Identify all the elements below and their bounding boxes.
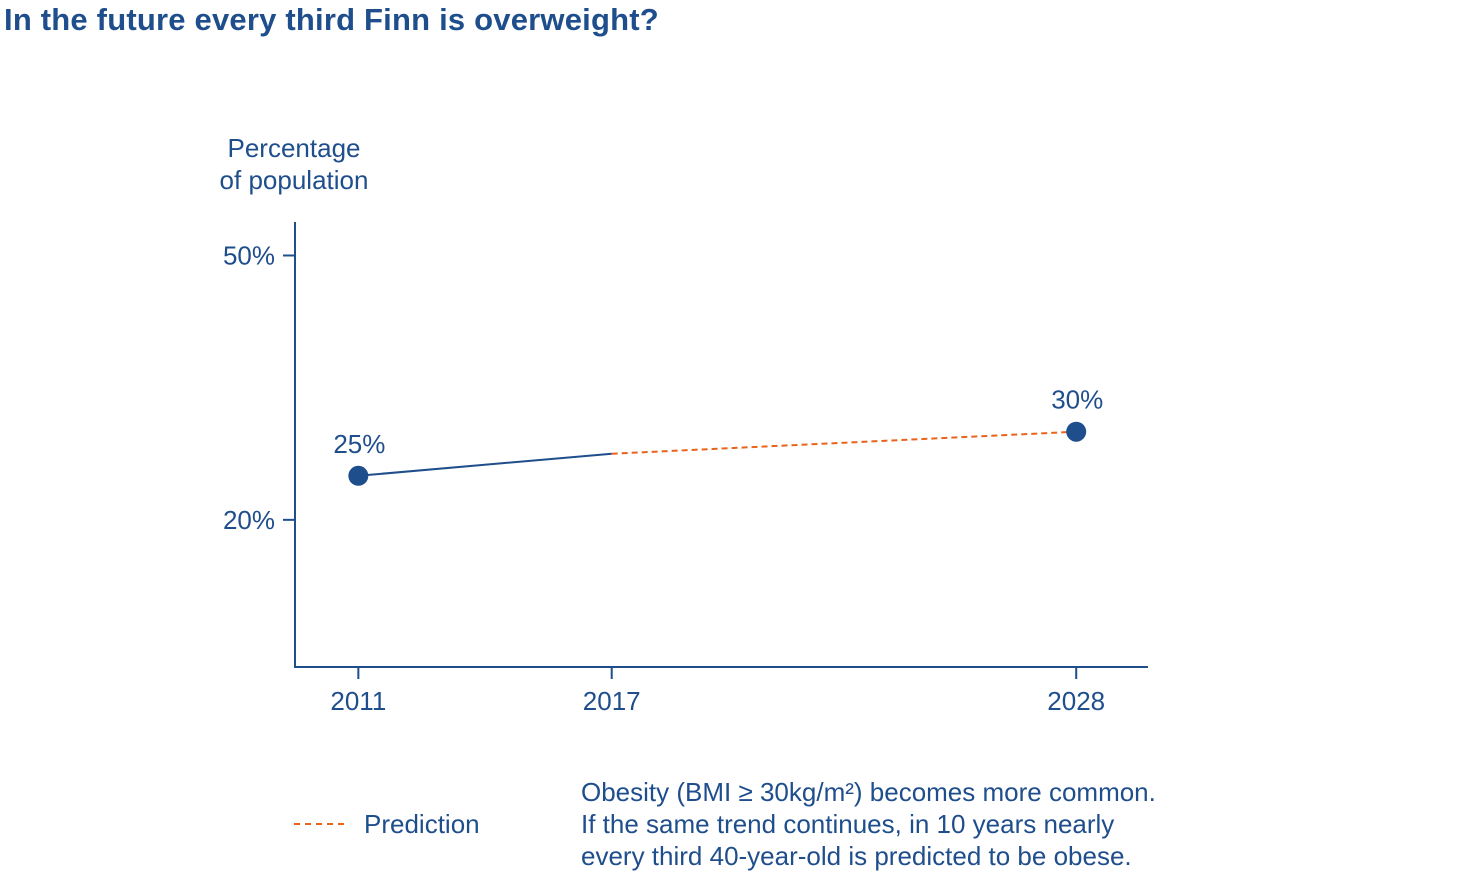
footnote-line-2: If the same trend continues, in 10 years… <box>581 809 1115 839</box>
data-point-2011 <box>348 465 369 486</box>
x-tick-label-2017: 2017 <box>583 686 641 716</box>
legend-prediction-label: Prediction <box>364 808 480 839</box>
legend-prediction-swatch <box>294 823 344 825</box>
prediction-line <box>611 430 1077 455</box>
chart-title: In the future every third Finn is overwe… <box>4 2 659 37</box>
y-axis-label-line-2: of population <box>219 165 369 195</box>
data-label-2028: 30% <box>1051 385 1103 415</box>
y-axis-label-line-1: Percentage <box>227 133 361 163</box>
footnote-line-3: every third 40-year-old is predicted to … <box>581 841 1132 871</box>
data-point-2028 <box>1066 421 1087 442</box>
x-tick-label-2011: 2011 <box>330 686 386 716</box>
observed-line <box>358 452 612 477</box>
y-tick-label-20: 20% <box>223 505 275 535</box>
footnote-line-1: Obesity (BMI ≥ 30kg/m²) becomes more com… <box>581 777 1156 807</box>
y-tick-label-50: 50% <box>223 240 275 270</box>
data-label-2011: 25% <box>333 429 385 459</box>
legend: Prediction <box>294 806 480 842</box>
x-tick-label-2028: 2028 <box>1047 686 1105 716</box>
y-axis-label: Percentage of population <box>196 132 392 196</box>
footnote: Obesity (BMI ≥ 30kg/m²) becomes more com… <box>581 776 1156 872</box>
